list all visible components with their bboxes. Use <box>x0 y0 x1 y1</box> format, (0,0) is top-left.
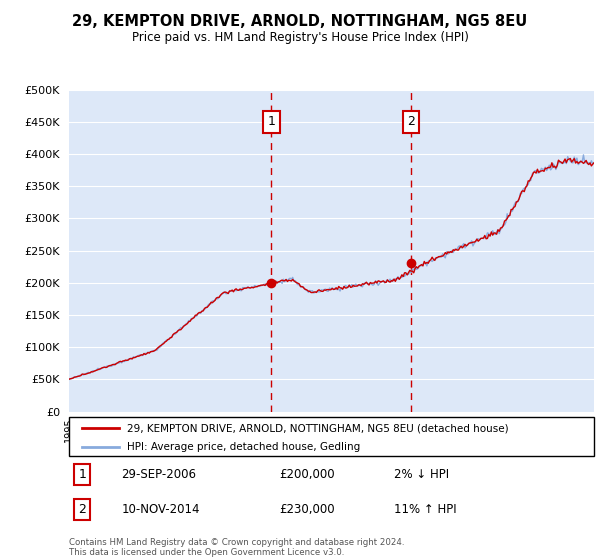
Text: 1: 1 <box>78 468 86 481</box>
Text: 2% ↓ HPI: 2% ↓ HPI <box>395 468 449 481</box>
Text: £230,000: £230,000 <box>279 503 335 516</box>
FancyBboxPatch shape <box>69 417 594 456</box>
Text: 10-NOV-2014: 10-NOV-2014 <box>121 503 200 516</box>
Text: 29-SEP-2006: 29-SEP-2006 <box>121 468 197 481</box>
Text: 29, KEMPTON DRIVE, ARNOLD, NOTTINGHAM, NG5 8EU (detached house): 29, KEMPTON DRIVE, ARNOLD, NOTTINGHAM, N… <box>127 423 508 433</box>
Text: 2: 2 <box>407 115 415 128</box>
Text: 2: 2 <box>78 503 86 516</box>
Text: 29, KEMPTON DRIVE, ARNOLD, NOTTINGHAM, NG5 8EU: 29, KEMPTON DRIVE, ARNOLD, NOTTINGHAM, N… <box>73 14 527 29</box>
Text: 1: 1 <box>268 115 275 128</box>
Text: 11% ↑ HPI: 11% ↑ HPI <box>395 503 457 516</box>
Text: Price paid vs. HM Land Registry's House Price Index (HPI): Price paid vs. HM Land Registry's House … <box>131 31 469 44</box>
Text: Contains HM Land Registry data © Crown copyright and database right 2024.
This d: Contains HM Land Registry data © Crown c… <box>69 538 404 557</box>
Text: HPI: Average price, detached house, Gedling: HPI: Average price, detached house, Gedl… <box>127 442 360 451</box>
Text: £200,000: £200,000 <box>279 468 335 481</box>
